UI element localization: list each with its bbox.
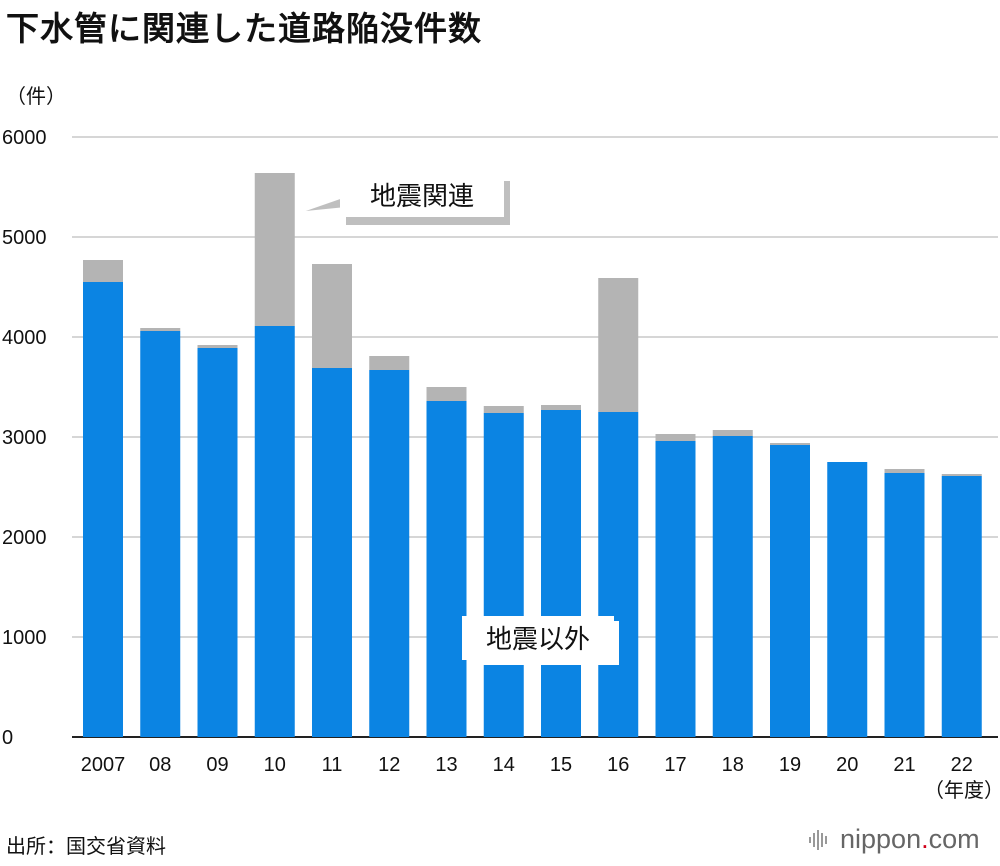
x-tick-label: 20 [836,754,858,776]
bar-quake-related [426,387,467,401]
x-tick-label: 2007 [81,754,126,776]
bar-non-quake [483,413,524,737]
bar-non-quake [369,370,410,737]
x-tick-label: 15 [550,754,572,776]
x-tick-label: 13 [435,754,457,776]
bar-quake-related [941,474,982,476]
bar-quake-related [483,406,524,413]
x-tick-label: 12 [378,754,400,776]
callout-non-quake: 地震以外 [462,616,619,665]
bar-non-quake [312,368,352,737]
callout-bubble [299,173,504,217]
x-tick-label: 16 [607,754,629,776]
source-note: 出所：国交省資料 [6,834,166,858]
brand-logo: nippon. com [808,824,980,855]
x-tick-label: 14 [493,754,515,776]
callout-label-non-quake: 地震以外 [486,625,590,655]
brand-text-dot: . [921,824,929,854]
x-tick-label: 17 [664,754,686,776]
bar-quake-related [140,328,181,331]
callout-label-quake-related: 地震関連 [370,182,474,212]
bar-non-quake [598,412,639,737]
x-tick-label: 19 [779,754,801,776]
bar-non-quake [770,445,810,737]
bar-non-quake [541,410,581,737]
bar-quake-related [312,264,352,368]
bar-quake-related [197,345,238,348]
bar-non-quake [655,441,696,737]
bar-quake-related [884,469,925,473]
x-tick-label: 08 [149,754,171,776]
y-tick-label: 4000 [2,327,47,349]
bar-non-quake [83,282,123,737]
bar-quake-related [712,430,753,436]
bar-non-quake [827,462,868,737]
bar-non-quake [197,348,238,737]
y-tick-label: 2000 [2,527,47,549]
callout-quake-related: 地震関連 [299,173,510,225]
y-tick-label: 5000 [2,227,47,249]
x-tick-label: 22 [951,754,973,776]
bar-quake-related [541,405,581,410]
x-tick-label: 18 [722,754,744,776]
x-tick-label: 09 [206,754,228,776]
bar-quake-related [598,278,639,412]
bar-non-quake [254,326,295,737]
x-tick-label: 21 [893,754,915,776]
y-tick-label: 3000 [2,427,47,449]
y-tick-label: 0 [2,727,13,749]
y-axis-unit-label: （件） [6,84,66,108]
bar-non-quake [941,476,982,737]
bar-quake-related [655,434,696,441]
bar-quake-related [770,443,810,445]
x-tick-label: 11 [322,754,343,776]
bar-non-quake [884,473,925,737]
chart-title: 下水管に関連した道路陥没件数 [6,9,482,48]
callout-box [462,616,614,660]
y-tick-label: 1000 [2,627,47,649]
x-axis-unit-label: （年度） [924,778,1000,802]
brand-mark-icon [809,829,827,850]
bar-quake-related [369,356,410,370]
bar-quake-related [83,260,123,282]
bar-non-quake [712,436,753,737]
brand-text-suffix: com [928,824,980,854]
bar-quake-related [254,173,295,326]
y-tick-label: 6000 [2,127,47,149]
brand-text-prefix: nippon [840,824,922,854]
x-tick-label: 10 [264,754,286,776]
bar-non-quake [426,401,467,737]
bar-non-quake [140,331,181,737]
